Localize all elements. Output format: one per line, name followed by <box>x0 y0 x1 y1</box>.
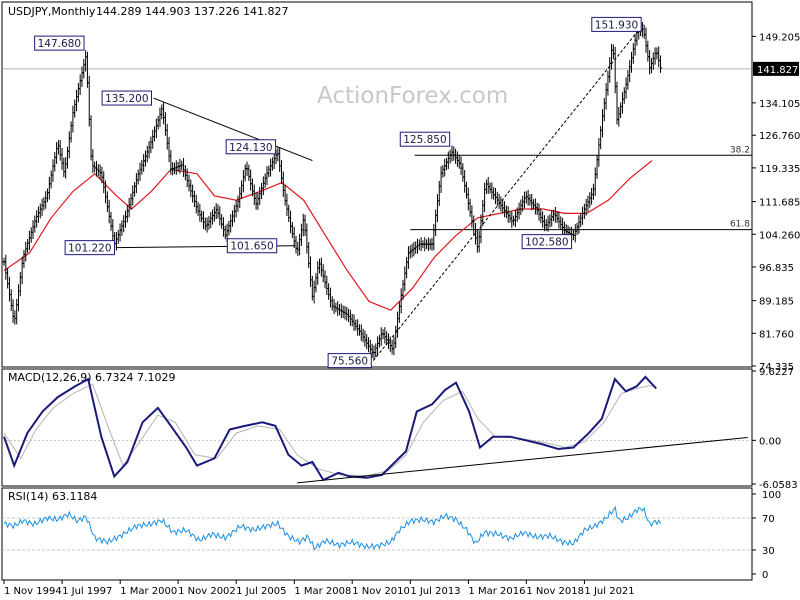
time-tick-label: 1 Mar 2008 <box>294 586 351 597</box>
current-price-label: 141.827 <box>757 65 798 76</box>
price-axis: 149.205 141.827 134.105 126.760 119.335 111.6… <box>752 32 800 373</box>
price-trendline-2 <box>372 24 644 361</box>
rsi-series <box>3 505 661 551</box>
price-callout-3: 101.220 <box>64 240 116 256</box>
callout-label: 75.560 <box>331 356 368 368</box>
time-tick-label: 1 Jul 2013 <box>410 586 460 597</box>
price-tick-label: 96.835 <box>759 263 794 274</box>
price-callout-8: 151.930 <box>591 16 642 32</box>
time-tick-label: 1 Mar 2000 <box>120 586 177 597</box>
rsi-tick-label: 100 <box>762 490 781 501</box>
time-tick-label: 1 Mar 2016 <box>468 586 525 597</box>
price-callout-2: 124.130 <box>225 139 277 155</box>
price-callouts: 147.680 135.200 124.130 101.220 101.650 75.56… <box>34 16 642 369</box>
price-bar <box>658 55 663 73</box>
callout-box <box>521 234 573 250</box>
callout-box <box>399 131 451 147</box>
macd-tick-label: -6.0583 <box>759 480 798 491</box>
price-tick-label: 119.335 <box>759 164 800 175</box>
macd-trendline-0 <box>297 436 748 484</box>
callout-label: 101.650 <box>230 241 273 253</box>
rsi-panel-frame <box>1 487 753 581</box>
price-panel-frame <box>1 1 753 368</box>
price-callout-4: 101.650 <box>226 238 278 254</box>
watermark: ActionForex.com <box>317 83 508 109</box>
rsi-lines <box>2 505 752 551</box>
callout-box <box>34 35 85 51</box>
rsi-tick-label: 0 <box>762 570 768 581</box>
rsi-tick-label: 70 <box>762 514 775 525</box>
symbol-label: USDJPY,Monthly <box>8 5 96 18</box>
macd-title: MACD(12,26,9) 6.7324 7.1029 <box>8 371 176 384</box>
callout-label: 101.220 <box>68 243 111 255</box>
price-trendline-0 <box>153 97 313 162</box>
time-tick-label: 1 Nov 2010 <box>352 586 410 597</box>
current-price-marker <box>753 61 799 76</box>
callout-label: 147.680 <box>38 38 81 50</box>
price-callout-7: 102.580 <box>521 234 573 250</box>
time-axis: 1 Nov 1994 1 Jul 1997 1 Mar 2000 1 Nov 2002… <box>3 580 635 597</box>
price-tick-label: 104.260 <box>759 230 800 241</box>
fib-level-label-0: 38.2 <box>730 145 750 155</box>
price-tick-label: 134.105 <box>759 99 800 110</box>
callout-box <box>225 139 277 155</box>
sma-line <box>3 160 653 311</box>
price-callout-1: 135.200 <box>101 90 153 106</box>
price-tick-label: 89.185 <box>759 297 794 308</box>
sma-series <box>3 160 653 311</box>
price-bars <box>2 21 663 360</box>
time-tick-label: 1 Jul 2021 <box>584 586 634 597</box>
callout-box <box>327 353 372 369</box>
price-tick-label: 149.205 <box>759 32 800 43</box>
callout-label: 135.200 <box>105 93 148 105</box>
callout-box <box>101 90 153 106</box>
macd-main-series <box>3 375 657 482</box>
callout-box <box>226 238 278 254</box>
macd-signal-series <box>3 383 657 477</box>
rsi-tick-label: 30 <box>762 546 775 557</box>
time-tick-label: 1 Jul 1997 <box>62 586 112 597</box>
ohlc-label: 144.289 144.903 137.226 141.827 <box>96 5 288 18</box>
price-callout-0: 147.680 <box>34 35 85 51</box>
macd-tick-label: 9.6227 <box>759 367 794 378</box>
macd-tick-label: 0.00 <box>759 436 781 447</box>
price-tick-label: 74.335 <box>759 362 794 373</box>
macd-lines <box>2 375 752 484</box>
time-tick-label: 1 Nov 1994 <box>4 586 62 597</box>
price-callout-5: 75.560 <box>327 353 372 369</box>
macd-axis: 9.6227 0.00 -6.0583 <box>752 367 798 491</box>
time-tick-label: 1 Nov 2018 <box>526 586 584 597</box>
macd-panel-frame <box>1 368 753 487</box>
price-tick-label: 111.685 <box>759 198 800 209</box>
callout-label: 102.580 <box>525 237 568 249</box>
rsi-axis: 100 70 30 0 <box>752 490 781 581</box>
price-tick-label: 126.760 <box>759 131 800 142</box>
fib-level-label-1: 61.8 <box>730 220 750 230</box>
callout-label: 125.850 <box>403 134 446 146</box>
time-tick-label: 1 Nov 2002 <box>178 586 236 597</box>
time-tick-label: 1 Jul 2005 <box>236 586 286 597</box>
price-callout-6: 125.850 <box>399 131 451 147</box>
callout-label: 151.930 <box>595 19 638 31</box>
callout-box <box>64 240 116 256</box>
callout-box <box>591 16 642 32</box>
callout-label: 124.130 <box>229 142 272 154</box>
price-levels: 38.2 61.8 <box>2 68 752 231</box>
rsi-title: RSI(14) 63.1184 <box>8 490 97 503</box>
price-tick-label: 81.760 <box>759 329 794 340</box>
